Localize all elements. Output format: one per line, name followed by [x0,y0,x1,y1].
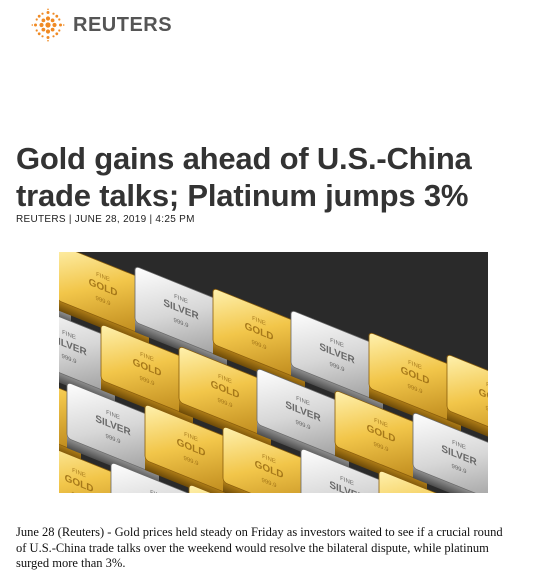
bar-stamp-text: FINE [486,381,488,393]
article-lead-paragraph: June 28 (Reuters) - Gold prices held ste… [16,525,503,570]
reuters-wordmark: REUTERS [73,13,173,36]
byline-separator: | [68,214,72,225]
bar-stamp-text: GOLD [479,387,488,409]
byline-separator: | [149,214,153,225]
reuters-logo[interactable]: REUTERS [31,8,172,42]
gold-silver-bars-photo: FINESILVER999.9FINEGOLD999.9FINESILVER99… [59,252,488,493]
bar-stamp-text: FINE [150,489,164,493]
article-byline: REUTERS | JUNE 28, 2019 | 4:25 PM [16,214,195,225]
article-headline: Gold gains ahead of U.S.-China trade tal… [16,141,472,213]
bar-stamp-text: 999.9 [485,405,488,418]
byline-source[interactable]: REUTERS [16,214,66,225]
article-photo: FINESILVER999.9FINEGOLD999.9FINESILVER99… [59,252,488,493]
byline-date: JUNE 28, 2019 [74,214,147,225]
byline-time: 4:25 PM [155,214,195,225]
reuters-dot-logo-icon [31,8,65,42]
